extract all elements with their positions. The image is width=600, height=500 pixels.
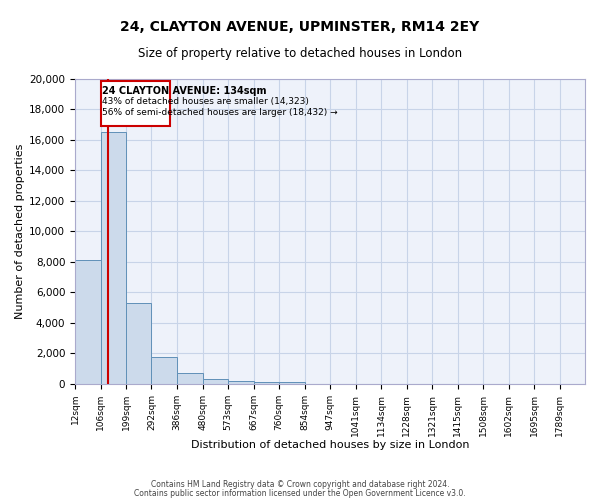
Bar	[75, 260, 101, 384]
Text: 24, CLAYTON AVENUE, UPMINSTER, RM14 2EY: 24, CLAYTON AVENUE, UPMINSTER, RM14 2EY	[121, 20, 479, 34]
Text: Size of property relative to detached houses in London: Size of property relative to detached ho…	[138, 48, 462, 60]
Bar	[279, 382, 305, 384]
Bar	[151, 356, 177, 384]
Bar	[101, 82, 170, 126]
Text: 24 CLAYTON AVENUE: 134sqm: 24 CLAYTON AVENUE: 134sqm	[102, 86, 267, 96]
Bar	[254, 382, 279, 384]
Bar	[228, 381, 254, 384]
Bar	[101, 132, 126, 384]
Bar	[203, 380, 228, 384]
Text: Contains HM Land Registry data © Crown copyright and database right 2024.: Contains HM Land Registry data © Crown c…	[151, 480, 449, 489]
Bar	[126, 303, 151, 384]
Text: 43% of detached houses are smaller (14,323): 43% of detached houses are smaller (14,3…	[102, 98, 309, 106]
Text: 56% of semi-detached houses are larger (18,432) →: 56% of semi-detached houses are larger (…	[102, 108, 338, 117]
Bar	[177, 374, 203, 384]
Y-axis label: Number of detached properties: Number of detached properties	[15, 144, 25, 319]
X-axis label: Distribution of detached houses by size in London: Distribution of detached houses by size …	[191, 440, 469, 450]
Text: Contains public sector information licensed under the Open Government Licence v3: Contains public sector information licen…	[134, 489, 466, 498]
